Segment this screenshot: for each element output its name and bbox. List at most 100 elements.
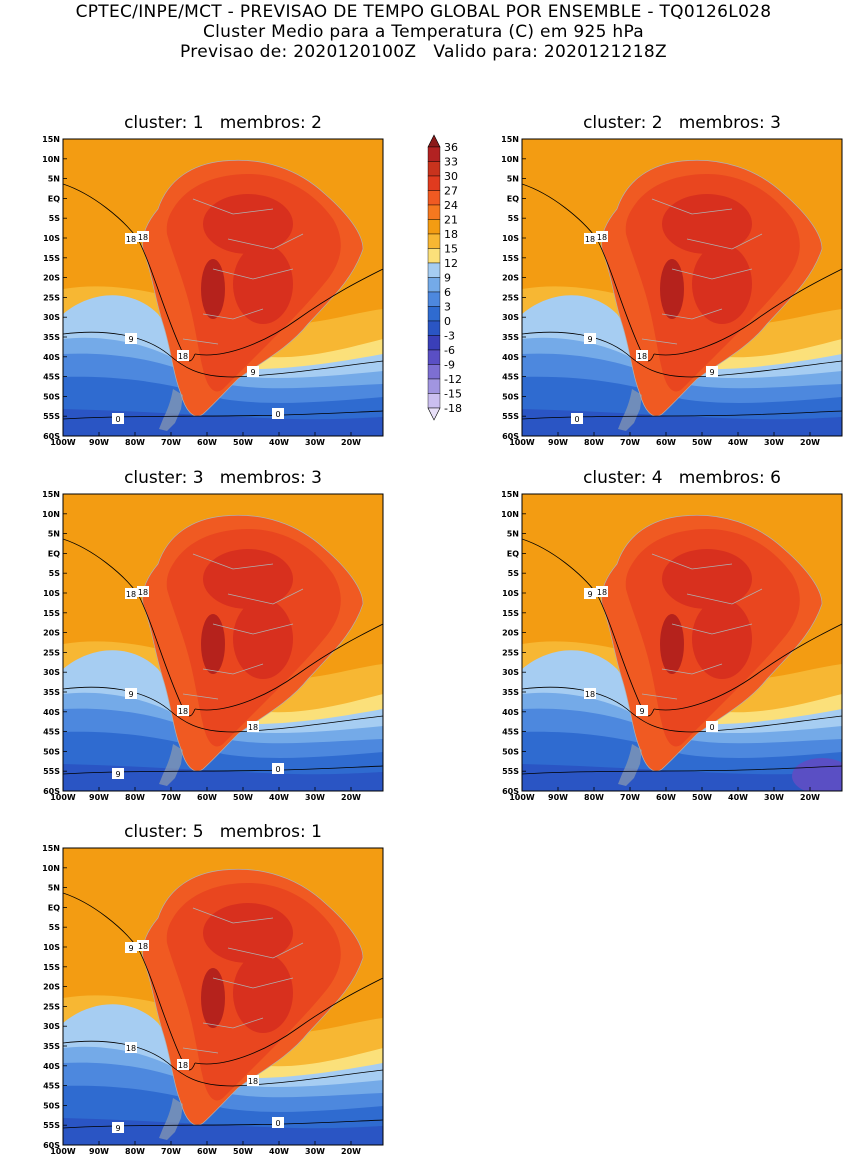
- colorbar-segment: [427, 306, 441, 322]
- contour-label-bg: [125, 588, 137, 599]
- center-hot: [233, 244, 293, 324]
- lat-label: 20S: [502, 274, 519, 283]
- contour-label-bg: [137, 940, 149, 951]
- lon-label: 30W: [764, 438, 784, 447]
- lat-label: 50S: [43, 1101, 60, 1110]
- contour-label: 18: [585, 235, 595, 244]
- contour-label: 18: [248, 723, 258, 732]
- lat-label: 45S: [502, 373, 519, 382]
- center-hot: [233, 599, 293, 679]
- contour-9: [63, 331, 383, 378]
- lat-label: 10S: [502, 234, 519, 243]
- colorbar-segment: [427, 175, 441, 191]
- colorbar-label: -18: [444, 402, 462, 415]
- lon-label: 100W: [50, 438, 76, 447]
- contour-label-bg: [112, 768, 124, 779]
- lon-label: 80W: [125, 438, 145, 447]
- contour-0: [522, 765, 842, 775]
- lat-label: 5S: [508, 214, 520, 223]
- contour-label: 18: [126, 235, 136, 244]
- colorbar-label: 21: [444, 214, 458, 227]
- contour-label: 0: [275, 1119, 280, 1128]
- lon-label: 60W: [656, 793, 676, 802]
- lat-label: 40S: [43, 708, 60, 717]
- borders: [601, 159, 823, 417]
- lat-label: 35S: [43, 688, 60, 697]
- lon-label: 70W: [620, 438, 640, 447]
- internal-borders: [182, 198, 304, 345]
- lon-label: 90W: [548, 438, 568, 447]
- map-panel-1: 181891890015N10N5NEQ5S10S15S20S25S30S35S…: [42, 135, 384, 447]
- lat-label: 40S: [502, 708, 519, 717]
- contour-9: [522, 331, 842, 378]
- panel-title-2: cluster: 2 membros: 3: [583, 113, 781, 133]
- contour-9: [522, 686, 842, 733]
- lat-label: 50S: [502, 392, 519, 401]
- lon-label: 100W: [50, 1147, 76, 1156]
- contour-18-east: [194, 268, 383, 356]
- lon-label: 40W: [728, 438, 748, 447]
- lon-label: 30W: [305, 793, 325, 802]
- borders: [142, 159, 364, 417]
- lat-label: 40S: [43, 1062, 60, 1071]
- lat-label: 60S: [43, 432, 60, 441]
- contour-label-bg: [177, 350, 189, 361]
- lat-label: 35S: [502, 333, 519, 342]
- lat-label: 10N: [42, 155, 60, 164]
- contour-label: 9: [128, 335, 133, 344]
- contour-label: 9: [709, 368, 714, 377]
- chaco-hot: [201, 259, 225, 319]
- contour-label: 9: [250, 368, 255, 377]
- lat-label: EQ: [507, 194, 519, 203]
- contour-label-bg: [177, 1059, 189, 1070]
- colorbar-segment: [427, 204, 441, 220]
- lon-label: 50W: [233, 793, 253, 802]
- contour-label: 0: [275, 765, 280, 774]
- lon-label: 70W: [161, 793, 181, 802]
- amazon-hot: [203, 549, 293, 609]
- lat-label: 30S: [502, 313, 519, 322]
- lon-label: 90W: [548, 793, 568, 802]
- lon-label: 70W: [161, 438, 181, 447]
- contour-label: 18: [126, 590, 136, 599]
- lat-label: 10N: [42, 864, 60, 873]
- contours: [522, 538, 842, 775]
- center-hot: [692, 599, 752, 679]
- colorbar-segment: [427, 233, 441, 249]
- contour-label: 9: [639, 707, 644, 716]
- lat-label: 10N: [42, 510, 60, 519]
- contour-label: 0: [709, 723, 714, 732]
- lon-label: 80W: [584, 438, 604, 447]
- lat-label: 55S: [43, 767, 60, 776]
- lat-label: 25S: [43, 1002, 60, 1011]
- center-hot: [692, 244, 752, 324]
- colorbar-label: 3: [444, 301, 451, 314]
- contour-label: 18: [178, 707, 188, 716]
- contour-label: 9: [115, 1124, 120, 1133]
- map-panel-4: 18 9 18 9 0 15N 10N 5N EQ 5S 10S 15S 20S 25S 30S 35S 40S…: [501, 490, 843, 802]
- lat-label: 5S: [49, 569, 61, 578]
- contour-label-bg: [177, 705, 189, 716]
- contour-label-bg: [584, 588, 596, 599]
- contour-label: 18: [637, 352, 647, 361]
- contour-label: 18: [178, 1061, 188, 1070]
- lat-label: 45S: [502, 728, 519, 737]
- lat-label: 10N: [501, 510, 519, 519]
- colorbar-label: 6: [444, 286, 451, 299]
- amazon-hot: [203, 194, 293, 254]
- lat-label: 60S: [502, 787, 519, 796]
- colorbar-segment: [427, 320, 441, 336]
- contour-label: 18: [138, 233, 148, 242]
- lon-label: 100W: [50, 793, 76, 802]
- lat-label: 5N: [507, 530, 519, 539]
- coastline: [601, 159, 823, 417]
- patagonia: [159, 1098, 183, 1140]
- lat-label: EQ: [48, 549, 60, 558]
- lon-label: 100W: [509, 793, 535, 802]
- lat-label: 10S: [43, 234, 60, 243]
- header-line-1: CPTEC/INPE/MCT - PREVISAO DE TEMPO GLOBA…: [75, 2, 772, 22]
- lon-label: 80W: [125, 793, 145, 802]
- lat-label: 15S: [502, 609, 519, 618]
- lon-label: 20W: [341, 1147, 361, 1156]
- contour-label: 18: [126, 1044, 136, 1053]
